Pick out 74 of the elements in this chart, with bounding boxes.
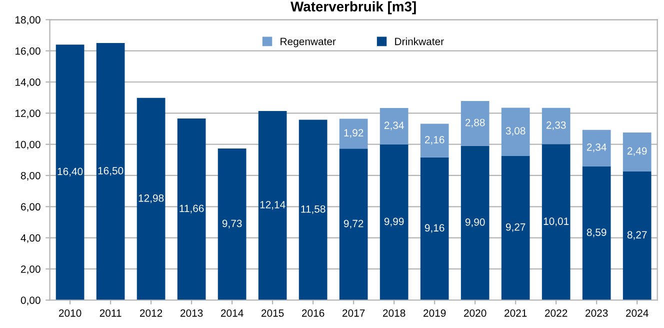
bar xyxy=(501,156,530,300)
legend-label: Regenwater xyxy=(280,38,336,48)
y-tick-label: 6,00 xyxy=(21,203,40,212)
data-label: 2,49 xyxy=(627,147,647,156)
data-label: 9,73 xyxy=(222,220,242,228)
data-label: 2,34 xyxy=(384,122,404,130)
bar xyxy=(622,132,652,172)
data-label: 9,27 xyxy=(506,223,526,232)
y-tick-label: 4,00 xyxy=(20,234,40,243)
legend-label: Drinkwater xyxy=(395,38,444,46)
bar xyxy=(542,108,570,144)
bar xyxy=(339,118,368,149)
bar xyxy=(460,101,490,146)
bar xyxy=(96,43,125,300)
chart-title: Waterverbruik [m3] xyxy=(290,1,416,14)
bar xyxy=(298,120,328,300)
bar xyxy=(420,157,449,300)
data-label: 10,01 xyxy=(544,218,569,226)
bar xyxy=(258,110,287,300)
data-label: 8,59 xyxy=(586,228,606,238)
x-tick-label: 2014 xyxy=(221,309,244,317)
bar xyxy=(380,144,408,300)
data-label: 16,50 xyxy=(98,167,124,176)
y-tick-label: 8,00 xyxy=(20,172,40,181)
y-tick-label: 12,00 xyxy=(16,110,40,118)
x-tick-label: 2019 xyxy=(424,309,446,317)
x-tick-label: 2024 xyxy=(626,309,648,317)
x-tick-label: 2018 xyxy=(383,309,406,317)
data-label: 2,88 xyxy=(465,118,485,128)
y-tick-label: 14,00 xyxy=(16,78,40,88)
bar xyxy=(460,146,490,300)
bar xyxy=(501,108,530,156)
data-label: 12,14 xyxy=(260,200,286,210)
x-tick-label: 2015 xyxy=(262,309,284,317)
bar xyxy=(380,108,408,144)
data-label: 9,16 xyxy=(424,224,444,233)
x-tick-label: 2023 xyxy=(586,309,608,317)
data-label: 2,16 xyxy=(424,136,444,145)
data-label: 9,90 xyxy=(465,218,485,228)
x-tick-label: 2016 xyxy=(302,309,324,317)
bar xyxy=(420,124,449,158)
data-label: 11,58 xyxy=(301,205,326,214)
x-tick-label: 2017 xyxy=(342,309,365,317)
bar xyxy=(622,171,652,300)
data-label: 11,66 xyxy=(180,204,204,214)
x-tick-label: 2022 xyxy=(545,309,568,317)
data-label: 2,33 xyxy=(546,121,566,130)
y-tick-label: 18,00 xyxy=(16,16,40,25)
data-label: 8,27 xyxy=(627,231,647,240)
y-tick-label: 16,00 xyxy=(16,47,40,56)
data-label: 9,99 xyxy=(384,218,404,226)
data-label: 16,40 xyxy=(58,168,83,176)
data-label: 3,08 xyxy=(506,127,526,136)
data-label: 1,92 xyxy=(344,129,364,138)
x-tick-label: 2012 xyxy=(140,309,162,317)
x-tick-label: 2013 xyxy=(180,309,203,317)
bar xyxy=(339,148,368,300)
x-tick-label: 2011 xyxy=(100,309,122,317)
bar xyxy=(136,98,166,300)
y-tick-label: 10,00 xyxy=(16,140,40,150)
data-label: 12,98 xyxy=(138,194,164,204)
y-tick-label: 0,00 xyxy=(20,296,40,306)
x-tick-label: 2021 xyxy=(504,309,527,317)
bar xyxy=(56,44,84,300)
x-tick-label: 2010 xyxy=(58,309,82,317)
data-label: 9,72 xyxy=(344,220,364,228)
bar xyxy=(582,130,611,166)
data-label: 2,34 xyxy=(586,143,606,152)
x-tick-label: 2020 xyxy=(464,309,486,317)
bar xyxy=(582,166,611,300)
bar xyxy=(542,144,570,300)
bar xyxy=(218,148,246,300)
y-tick-label: 2,00 xyxy=(21,265,40,274)
bar xyxy=(177,118,206,300)
